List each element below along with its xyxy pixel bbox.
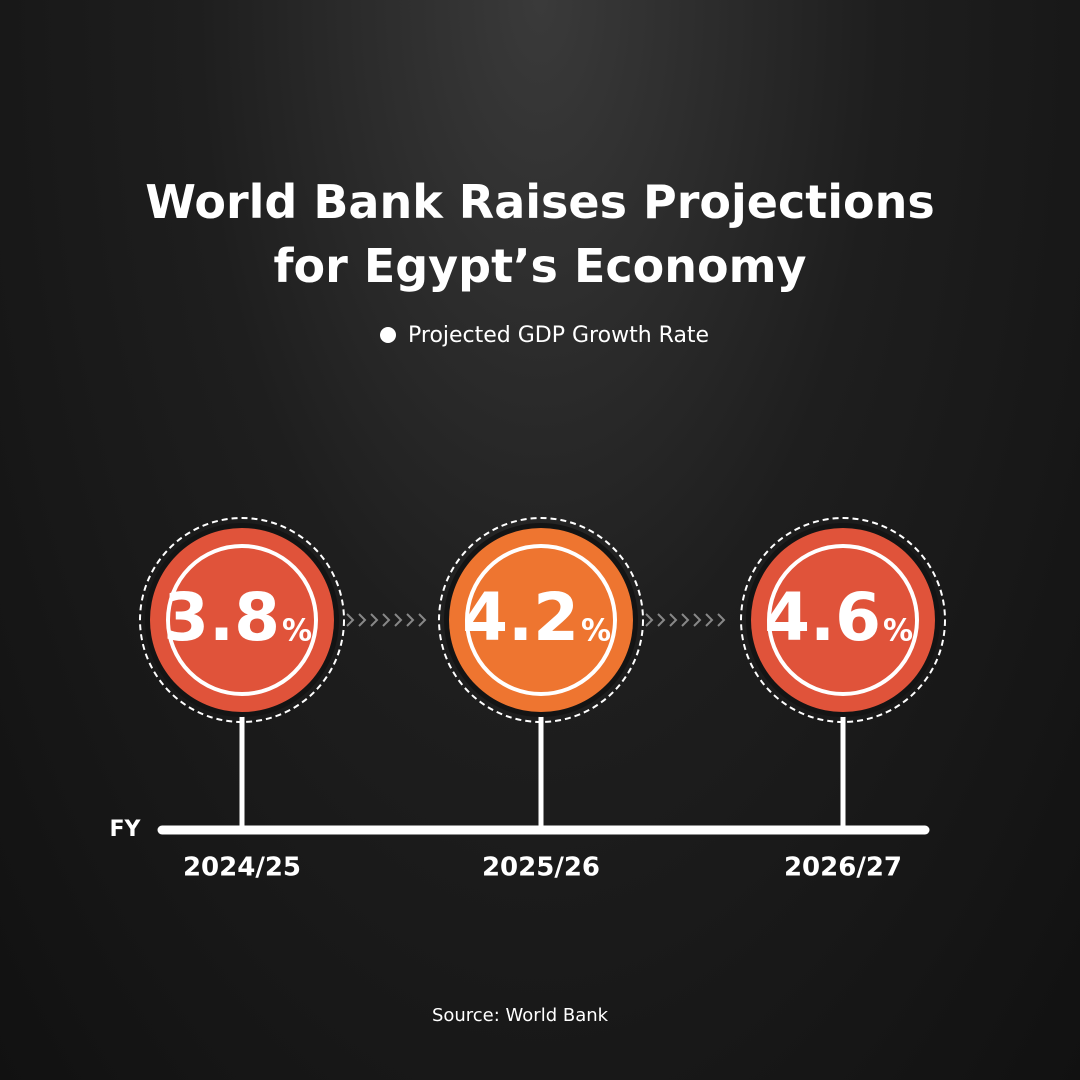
connector-chevron [693,613,702,627]
inner-ring [465,544,617,696]
inner-ring [767,544,919,696]
connector-chevron [705,613,714,627]
legend-dot [380,327,396,343]
source: Source: World Bank [432,1005,609,1026]
outer-dashed-ring [438,517,644,723]
outer-dashed-ring [740,517,946,723]
connector-chevron [681,613,690,627]
connector-chevron [406,613,415,627]
legend-label: Projected GDP Growth Rate [408,323,709,348]
x-tick-label: 2026/27 [784,853,902,883]
outer-dashed-ring [139,517,345,723]
x-tick-label: 2025/26 [482,853,600,883]
connector-chevron [382,613,391,627]
inner-ring [166,544,318,696]
value-circle [150,528,334,712]
connector-chevron [645,613,654,627]
value-unit: % [282,614,312,649]
value-circle [449,528,633,712]
connector-chevron [394,613,403,627]
x-axis-label: FY [110,817,142,842]
connector-chevron [717,613,726,627]
value-unit: % [581,614,611,649]
title: World Bank Raises Projections for Egypt’… [145,175,935,293]
connector-chevron [418,613,427,627]
value-unit: % [883,614,913,649]
value-circle [751,528,935,712]
value-label: 4.6 [764,579,881,656]
x-tick-label: 2024/25 [183,853,301,883]
value-label: 4.2 [462,579,579,656]
connector-chevron [346,613,355,627]
connector-chevron [370,613,379,627]
connector-chevron [669,613,678,627]
value-label: 3.8 [163,579,280,656]
connector-chevron [657,613,666,627]
connector-chevron [358,613,367,627]
